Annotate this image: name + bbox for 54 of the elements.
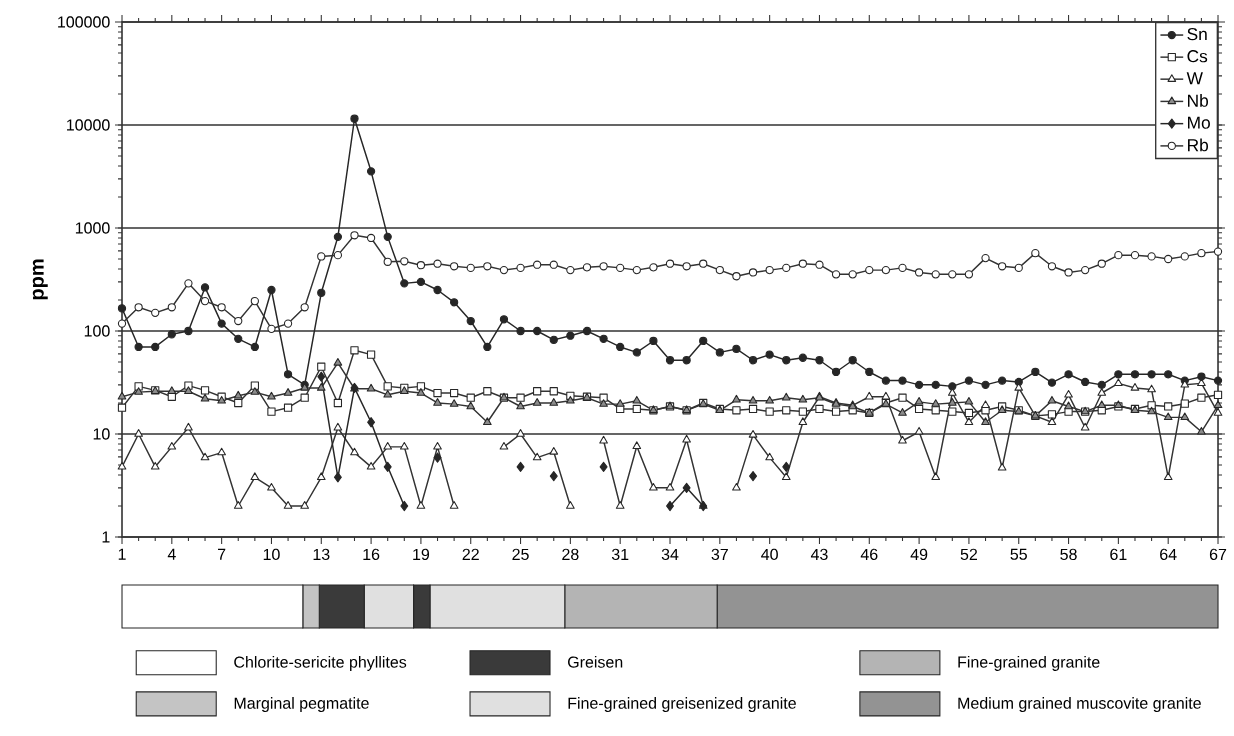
x-tick-label: 16 xyxy=(363,548,380,561)
point xyxy=(749,470,758,482)
x-tick-label: 61 xyxy=(1110,548,1127,561)
x-tick-label: 25 xyxy=(512,548,529,561)
point xyxy=(599,461,608,472)
legend-label: Fine-grained granite xyxy=(958,656,1100,671)
legend-label: Mo xyxy=(1188,116,1210,129)
point xyxy=(400,500,409,512)
point xyxy=(782,461,791,472)
x-tick-label: 40 xyxy=(761,548,778,561)
legend-label: Chlorite-sericite phyllites xyxy=(234,656,407,671)
point xyxy=(682,482,691,493)
x-tick-label: 43 xyxy=(810,548,828,561)
x-tick-label: 28 xyxy=(562,548,579,561)
legend-label: Marginal pegmatite xyxy=(234,697,369,712)
x-tick-label: 37 xyxy=(711,548,728,561)
legend-label: Nb xyxy=(1188,94,1209,107)
y-tick-label: 10000 xyxy=(67,119,110,131)
point xyxy=(333,472,342,483)
y-tick-label: 1000 xyxy=(75,222,110,234)
point xyxy=(367,417,376,428)
legend-label: Cs xyxy=(1187,50,1208,63)
legend-label: Fine-grained greisenized granite xyxy=(568,697,796,712)
legend-label: Sn xyxy=(1187,27,1207,41)
x-tick-label: 7 xyxy=(218,548,226,560)
y-tick-label: 1 xyxy=(102,531,110,543)
point xyxy=(516,461,525,472)
x-tick-label: 4 xyxy=(167,548,176,560)
legend-label: Greisen xyxy=(568,656,623,668)
x-tick-label: 67 xyxy=(1209,548,1227,561)
x-tick-label: 34 xyxy=(661,548,679,561)
y-tick-label: 100 xyxy=(84,325,110,337)
x-tick-label: 64 xyxy=(1160,548,1177,561)
x-tick-label: 52 xyxy=(960,548,978,561)
y-tick-label: 10 xyxy=(93,428,110,440)
point xyxy=(383,461,392,472)
point xyxy=(317,371,326,382)
x-tick-label: 49 xyxy=(910,548,928,561)
point xyxy=(549,470,558,482)
y-tick-label: 100000 xyxy=(58,16,110,28)
x-tick-label: 1 xyxy=(118,548,126,560)
x-tick-label: 46 xyxy=(860,548,878,561)
legend-label: Rb xyxy=(1188,138,1209,152)
legend-label: Medium grained muscovite granite xyxy=(958,697,1201,712)
x-tick-label: 22 xyxy=(462,548,479,560)
x-tick-label: 55 xyxy=(1010,548,1027,560)
x-tick-label: 19 xyxy=(413,548,430,561)
point xyxy=(433,452,442,463)
x-tick-label: 58 xyxy=(1060,548,1077,561)
x-tick-label: 13 xyxy=(313,548,330,561)
x-tick-label: 31 xyxy=(611,548,629,561)
x-tick-label: 10 xyxy=(263,548,280,561)
y-axis-title: ppm xyxy=(32,259,48,300)
legend-label: W xyxy=(1186,72,1203,85)
